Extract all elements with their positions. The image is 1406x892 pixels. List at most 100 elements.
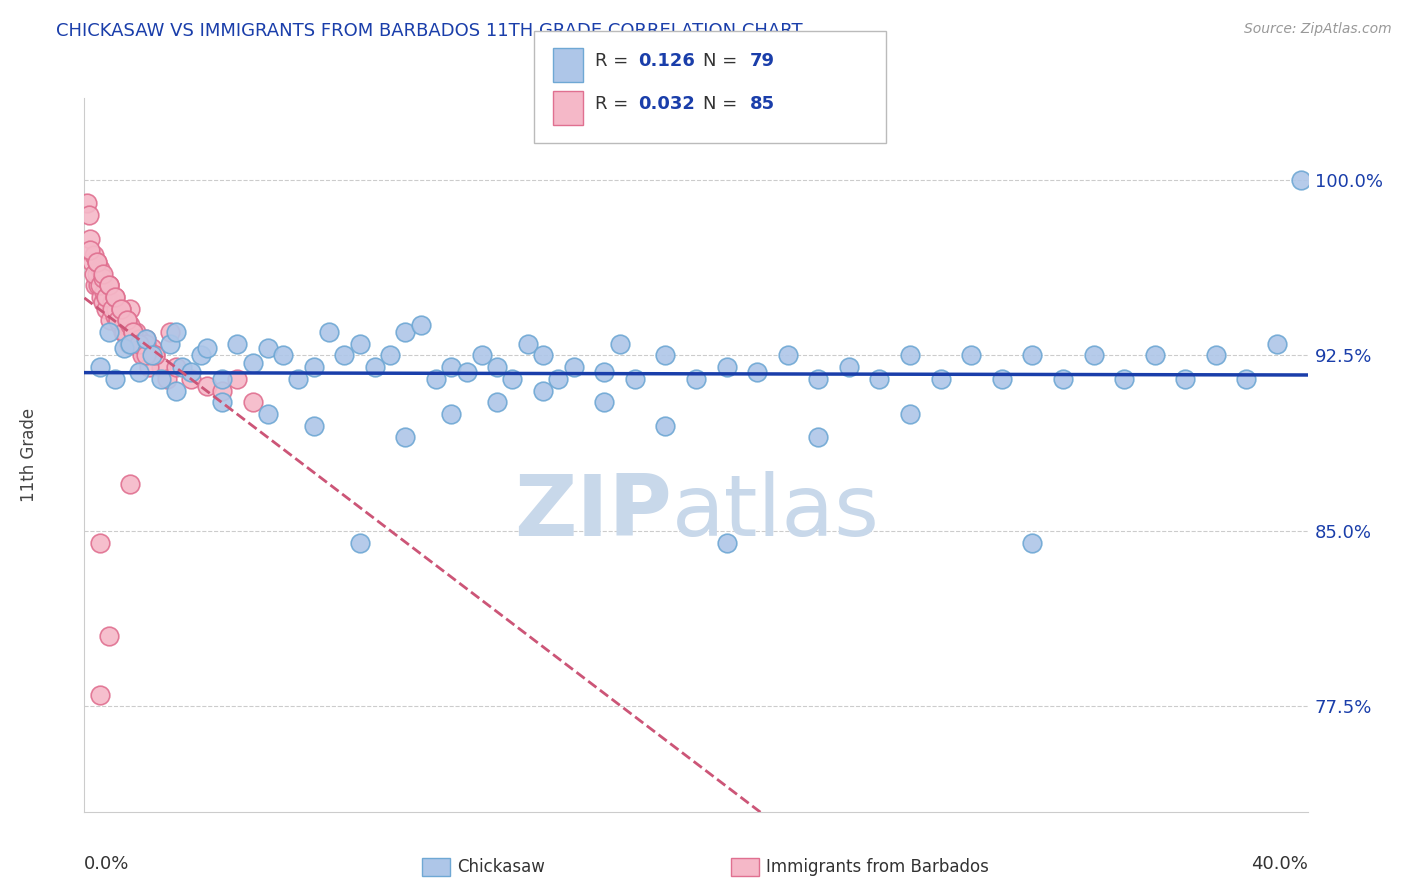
Point xyxy=(226,336,249,351)
Point xyxy=(118,336,141,351)
Point xyxy=(1052,372,1074,386)
Point xyxy=(547,372,569,386)
Point xyxy=(380,349,402,363)
Point xyxy=(115,313,138,327)
Point xyxy=(180,365,202,379)
Text: R =: R = xyxy=(595,52,634,70)
Point xyxy=(257,342,280,356)
Point xyxy=(349,336,371,351)
Point xyxy=(159,325,181,339)
Point xyxy=(91,267,114,281)
Point xyxy=(624,372,647,386)
Point xyxy=(104,290,127,304)
Point xyxy=(747,365,769,379)
Point xyxy=(89,360,111,375)
Point xyxy=(120,477,142,491)
Point xyxy=(776,349,799,363)
Point xyxy=(456,365,478,379)
Point xyxy=(97,325,120,339)
Point xyxy=(425,372,447,386)
Point xyxy=(104,309,127,323)
Point xyxy=(93,285,115,300)
Point xyxy=(149,360,172,375)
Point xyxy=(991,372,1014,386)
Point xyxy=(110,301,132,316)
Point xyxy=(226,372,249,386)
Point xyxy=(807,372,830,386)
Point xyxy=(531,349,554,363)
Point xyxy=(122,325,145,339)
Point xyxy=(90,290,112,304)
Point xyxy=(103,301,125,316)
Point xyxy=(143,349,166,363)
Point xyxy=(110,309,132,323)
Point xyxy=(149,372,172,386)
Point xyxy=(91,271,114,285)
Point xyxy=(89,278,111,293)
Text: 85: 85 xyxy=(749,95,775,113)
Point xyxy=(440,360,463,375)
Point xyxy=(1114,372,1136,386)
Point xyxy=(1021,349,1043,363)
Point xyxy=(120,301,142,316)
Point xyxy=(135,332,157,346)
Point xyxy=(104,290,127,304)
Point xyxy=(165,360,187,375)
Point xyxy=(1174,372,1197,386)
Point xyxy=(135,332,157,346)
Point xyxy=(96,290,118,304)
Point xyxy=(165,325,187,339)
Point xyxy=(211,372,233,386)
Point xyxy=(107,313,129,327)
Point xyxy=(531,384,554,398)
Text: R =: R = xyxy=(595,95,634,113)
Point xyxy=(242,395,264,409)
Point xyxy=(394,325,416,339)
Point xyxy=(211,384,233,398)
Point xyxy=(114,325,136,339)
Point xyxy=(716,535,738,549)
Point xyxy=(349,535,371,549)
Text: Immigrants from Barbados: Immigrants from Barbados xyxy=(766,858,990,876)
Point xyxy=(79,243,101,257)
Text: ZIP: ZIP xyxy=(513,470,672,554)
Point xyxy=(1205,349,1227,363)
Point xyxy=(115,313,138,327)
Point xyxy=(141,349,163,363)
Point xyxy=(125,325,148,339)
Point xyxy=(122,325,145,339)
Point xyxy=(807,430,830,444)
Point xyxy=(89,261,111,276)
Point xyxy=(128,336,150,351)
Point xyxy=(120,336,142,351)
Point xyxy=(409,318,432,332)
Text: 0.032: 0.032 xyxy=(638,95,695,113)
Point xyxy=(107,313,129,327)
Point xyxy=(135,336,157,351)
Text: 0.0%: 0.0% xyxy=(84,855,129,872)
Point xyxy=(960,349,983,363)
Point xyxy=(440,407,463,421)
Point xyxy=(89,688,111,702)
Point xyxy=(471,349,494,363)
Point xyxy=(138,349,160,363)
Point xyxy=(1083,349,1105,363)
Point xyxy=(141,342,163,356)
Point xyxy=(287,372,309,386)
Point xyxy=(122,325,145,339)
Point xyxy=(242,355,264,369)
Point xyxy=(898,349,921,363)
Text: 11th Grade: 11th Grade xyxy=(20,408,38,502)
Point xyxy=(86,255,108,269)
Point xyxy=(609,336,631,351)
Point xyxy=(79,231,101,245)
Point xyxy=(98,313,121,327)
Point xyxy=(302,418,325,433)
Point xyxy=(654,418,676,433)
Point xyxy=(97,278,120,293)
Point xyxy=(211,395,233,409)
Point xyxy=(83,248,105,262)
Point xyxy=(104,372,127,386)
Point xyxy=(97,278,120,293)
Point xyxy=(869,372,891,386)
